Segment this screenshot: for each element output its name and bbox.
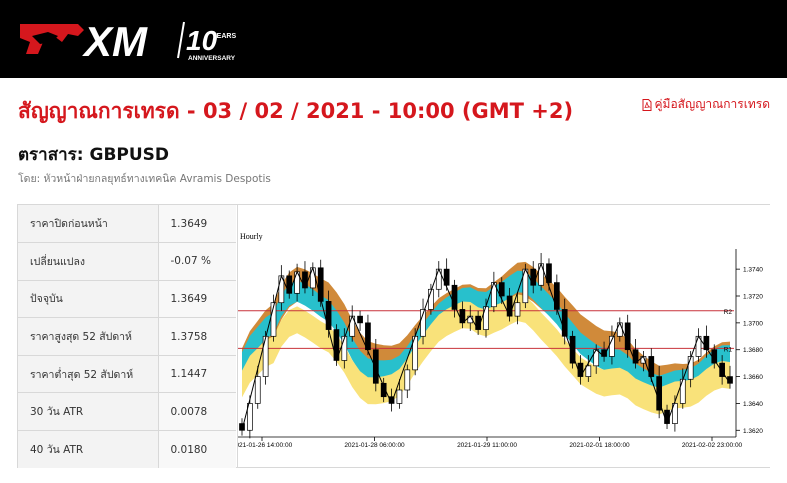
ribbon-bands <box>242 261 730 415</box>
candle <box>687 356 694 380</box>
time-tick-label: 2021-01-28 06:00:00 <box>344 442 405 449</box>
candle <box>616 322 623 337</box>
candle <box>648 356 655 377</box>
anniversary-number: 10 <box>186 25 218 56</box>
price-tick-label: 1.3720 <box>743 294 763 301</box>
stats-table: ราคาปิดก่อนหน้า 1.3649 เปลี่ยนแปลง -0.07 %… <box>18 205 236 469</box>
signal-guide-link[interactable]: คู่มือสัญญาณการเทรด <box>642 95 771 114</box>
price-tick-label: 1.3700 <box>743 320 763 327</box>
candle <box>498 282 505 297</box>
candle <box>396 389 403 404</box>
stat-value: 1.3758 <box>158 317 236 356</box>
candle <box>672 403 678 424</box>
anniversary-label: ANNIVERSARY <box>188 55 236 62</box>
candle <box>538 263 544 286</box>
time-tick-label: 2021-02-01 18:00:00 <box>569 442 630 449</box>
stat-value: 0.0078 <box>158 392 236 432</box>
candle <box>380 382 387 398</box>
stats-row: ปัจจุบัน 1.3649 <box>18 280 236 319</box>
stat-value: 1.1447 <box>158 355 236 394</box>
page-title: สัญญาณการเทรด - 03 / 02 / 2021 - 10:00 (… <box>18 99 574 123</box>
price-tick-label: 1.3640 <box>743 401 763 408</box>
stat-label: ราคาต่ำสุด 52 สัปดาห์ <box>18 355 159 394</box>
stat-label: 30 วัน ATR <box>18 392 159 432</box>
candle <box>624 322 631 351</box>
stat-label: ราคาปิดก่อนหน้า <box>18 205 159 244</box>
candle <box>325 301 332 330</box>
price-chart-svg: R2 R1 1.3740 1.3720 1.3700 1.3680 1.3660 1.364… <box>238 232 763 449</box>
price-tick-label: 1.3620 <box>743 428 763 435</box>
zigzag-line <box>241 262 731 431</box>
time-tick-label: 2021-01-29 11:00:00 <box>457 442 517 449</box>
candle <box>585 365 592 377</box>
instrument-heading: ตราสาร: GBPUSD <box>18 145 170 165</box>
candle <box>451 284 458 310</box>
stats-row: ราคาต่ำสุด 52 สัปดาห์ 1.1447 <box>18 355 236 394</box>
anniversary-years: YEARS <box>212 33 236 40</box>
candle <box>703 335 710 351</box>
level-label: R2 <box>724 309 733 316</box>
candle <box>309 267 316 289</box>
xm-logo-text: XM <box>82 18 148 64</box>
time-tick-label: 2021-01-26 14:00:00 <box>238 442 293 449</box>
candle <box>514 302 521 317</box>
price-chart: R2 R1 1.3740 1.3720 1.3700 1.3680 1.3660 1.364… <box>237 205 770 467</box>
stat-label: 40 วัน ATR <box>18 430 159 469</box>
pdf-icon <box>642 98 651 111</box>
candle <box>404 369 411 391</box>
stat-value: 1.3649 <box>158 205 236 244</box>
price-axis: 1.3740 1.3720 1.3700 1.3680 1.3660 1.3640 1.36… <box>736 267 763 435</box>
stat-label: ปัจจุบัน <box>18 280 159 319</box>
candle <box>317 267 324 302</box>
stat-label: ราคาสูงสุด 52 สัปดาห์ <box>18 317 159 356</box>
price-tick-label: 1.3660 <box>743 374 763 381</box>
stat-value: -0.07 % <box>158 242 236 281</box>
candle <box>569 335 576 364</box>
stats-row: 40 วัน ATR 0.0180 <box>18 430 236 469</box>
stat-value: 1.3649 <box>158 280 236 319</box>
stats-row: เปลี่ยนแปลง -0.07 % <box>18 242 236 281</box>
candle <box>262 335 269 377</box>
xm-logo[interactable]: XM 10 YEARS ANNIVERSARY <box>18 14 248 64</box>
candle <box>365 322 371 351</box>
time-tick-label: 2021-02-02 23:00:00 <box>682 442 743 449</box>
candle <box>664 409 670 424</box>
price-tick-label: 1.3740 <box>743 267 763 274</box>
candle <box>341 335 348 361</box>
top-bar: XM 10 YEARS ANNIVERSARY <box>0 0 787 78</box>
candle <box>254 376 261 404</box>
price-tick-label: 1.3680 <box>743 347 763 354</box>
candle <box>357 315 363 324</box>
author-line: โดย: หัวหน้าฝ่ายกลยุทธ์ทางเทคนิค Avramis… <box>18 173 271 185</box>
candle <box>553 282 560 310</box>
candle <box>372 349 379 384</box>
candle <box>247 403 253 431</box>
ribbon-band <box>242 270 730 398</box>
candle <box>679 378 686 404</box>
candle <box>286 275 293 294</box>
level-label: R1 <box>724 346 733 353</box>
stats-row: 30 วัน ATR 0.0078 <box>18 392 236 432</box>
candle <box>420 309 426 337</box>
signal-panel: ราคาปิดก่อนหน้า 1.3649 เปลี่ยนแปลง -0.07 %… <box>17 204 770 469</box>
candle <box>609 335 615 357</box>
candle <box>270 302 277 337</box>
stat-label: เปลี่ยนแปลง <box>18 242 159 281</box>
stat-value: 0.0180 <box>158 430 236 469</box>
stats-row: ราคาสูงสุด 52 สัปดาห์ 1.3758 <box>18 317 236 356</box>
timeframe-label: Hourly <box>240 232 263 241</box>
candle <box>302 271 308 289</box>
candle <box>443 268 450 286</box>
time-axis: 2021-01-26 14:00:00 2021-01-28 06:00:00 20… <box>238 437 743 449</box>
signal-guide-label[interactable]: คู่มือสัญญาณการเทรด <box>654 97 771 111</box>
ribbon-band <box>242 294 730 415</box>
stats-row: ราคาปิดก่อนหน้า 1.3649 <box>18 205 236 244</box>
candle <box>719 362 725 377</box>
candle <box>546 263 552 283</box>
